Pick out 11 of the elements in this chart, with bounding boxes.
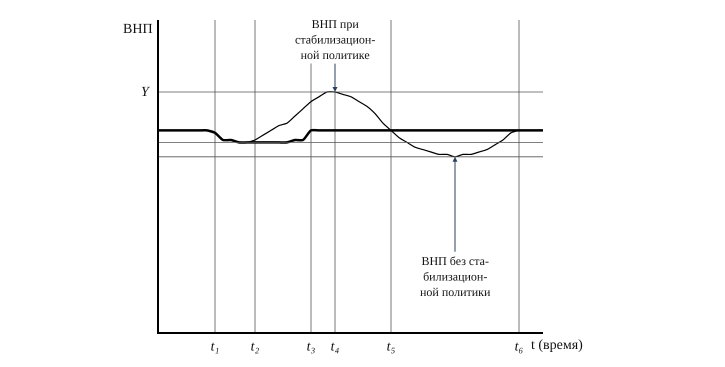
x-tick-label: t₂ (250, 340, 260, 355)
annotation: ВНП при стабилизацион- ной политике (295, 17, 376, 62)
x-tick-label: t₃ (306, 340, 316, 355)
x-tick-label: t₆ (514, 340, 524, 355)
ref-line-label: Y (141, 85, 151, 100)
x-axis-title: t (время) (531, 338, 584, 353)
x-tick-label: t₅ (386, 340, 396, 355)
y-axis-title: ВНП (123, 22, 153, 37)
annotation: ВНП без ста- билизацион- ной политики (420, 254, 492, 300)
x-tick-label: t₄ (330, 340, 340, 355)
x-tick-label: t₁ (210, 340, 220, 355)
